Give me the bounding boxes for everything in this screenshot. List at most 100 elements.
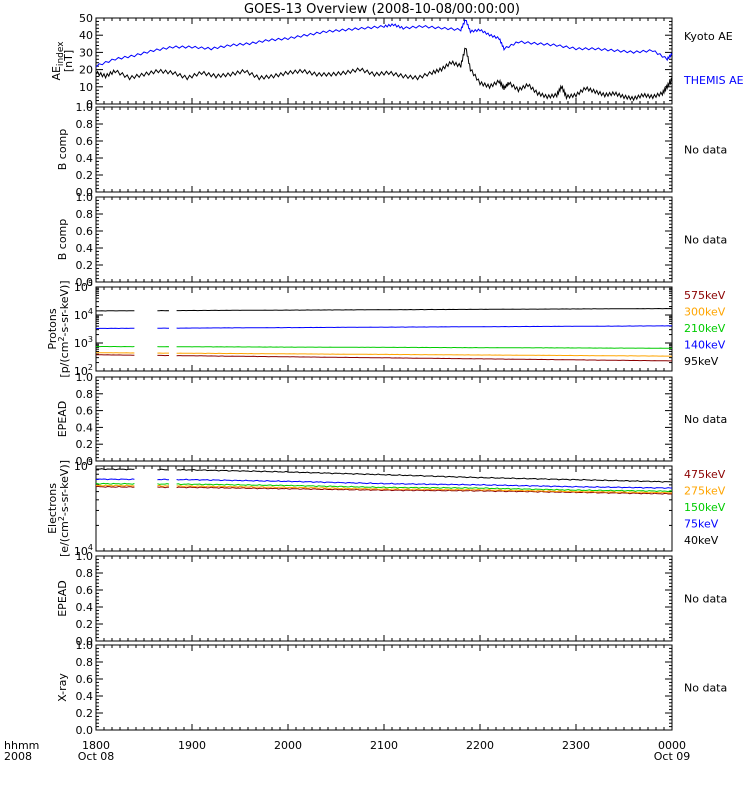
- no-data-label: No data: [684, 593, 727, 606]
- y-tick-label: 0.0: [76, 186, 94, 199]
- series-line-95keV: [96, 307, 673, 312]
- panel-bcomp2: 0.0 0.2 0.4 0.6 0.8 1.0 B comp No data: [56, 191, 727, 289]
- figure-title: GOES-13 Overview (2008-10-08/00:00:00): [244, 2, 520, 17]
- y-tick-label: 0.0: [76, 635, 94, 648]
- y-axis-label: EPEAD: [56, 580, 69, 617]
- panel-bcomp1: 0.0 0.2 0.4 0.6 0.8 1.0 B comp No data: [56, 101, 727, 199]
- y-axis-unit: [p/(cm2-s-sr-keV)]: [57, 280, 71, 377]
- no-data-label: No data: [684, 234, 727, 247]
- y-tick-label: 40: [79, 29, 93, 42]
- legend-label: 475keV: [684, 468, 726, 481]
- y-axis-label: X-ray: [56, 673, 69, 702]
- legend-label: 95keV: [684, 355, 719, 368]
- time-axis-row1-label: hhmm: [4, 739, 39, 752]
- no-data-label: No data: [684, 144, 727, 157]
- panel-epead1: 0.0 0.2 0.4 0.6 0.8 1.0 EPEAD No data: [56, 371, 727, 468]
- series-line-300keV: [96, 352, 673, 357]
- legend-label: 300keV: [684, 306, 726, 319]
- series-line-40keV: [95, 468, 673, 483]
- panel-xray: 1800 1900 2000 2100 2200 2300 0000 0.0 0.2 0.4 0.6…: [56, 639, 727, 752]
- series-line-Kyoto-AE: [95, 47, 673, 102]
- panel-frame: [95, 106, 673, 193]
- series-line-THEMIS-AE: [95, 19, 673, 68]
- y-tick-label: 0.4: [76, 690, 94, 703]
- time-axis-end-date: Oct 09: [654, 750, 691, 763]
- y-tick-label: 0.6: [76, 405, 94, 418]
- panel-frame: [95, 465, 673, 552]
- y-tick-label: 105: [74, 458, 93, 473]
- legend-label: 150keV: [684, 501, 726, 514]
- series-line-275keV: [95, 484, 673, 494]
- y-axis-label: Protons: [46, 308, 59, 349]
- panel-frame: [95, 196, 673, 283]
- y-axis-unit: [nT]: [62, 50, 75, 72]
- y-tick-label: 0.4: [76, 421, 94, 434]
- y-axis-label: AEindex: [50, 41, 66, 81]
- x-tick-label: 2100: [370, 739, 398, 752]
- x-tick-label: 2200: [466, 739, 494, 752]
- panel-frame: [95, 644, 673, 731]
- y-tick-label: 104: [74, 307, 93, 322]
- y-tick-label: 0.6: [76, 225, 94, 238]
- y-tick-label: 103: [74, 335, 93, 350]
- y-axis-label: B comp: [56, 219, 69, 261]
- y-tick-label: 0.6: [76, 584, 94, 597]
- legend-label: 210keV: [684, 322, 726, 335]
- panel-electrons: 104 105 475keV 275keV 150keV 75keV 40keV Electr…: [46, 458, 726, 558]
- y-tick-label: 10: [79, 81, 93, 94]
- legend-label: 575keV: [684, 289, 726, 302]
- y-tick-label: 0.2: [76, 438, 94, 451]
- y-tick-label: 1.0: [76, 371, 94, 384]
- series-line-75keV: [96, 478, 672, 489]
- panel-frame: [95, 286, 673, 372]
- y-tick-label: 0.6: [76, 135, 94, 148]
- x-tick-label: 1800: [82, 739, 110, 752]
- y-tick-label: 0: [86, 98, 93, 111]
- time-axis-start-date: Oct 08: [78, 750, 115, 763]
- y-tick-label: 1.0: [76, 639, 94, 652]
- y-tick-label: 0.4: [76, 152, 94, 165]
- panel-frame: [95, 17, 673, 105]
- legend-label: 140keV: [684, 339, 726, 352]
- legend-label: THEMIS AE: [683, 74, 744, 87]
- no-data-label: No data: [684, 413, 727, 426]
- y-tick-label: 104: [74, 543, 93, 558]
- y-tick-label: 0.6: [76, 673, 94, 686]
- panel-frame: [95, 555, 673, 642]
- y-tick-label: 0.8: [76, 567, 94, 580]
- x-tick-label: 2300: [562, 739, 590, 752]
- series-line-140keV: [96, 325, 673, 330]
- y-axis-label: B comp: [56, 129, 69, 171]
- y-tick-label: 102: [74, 363, 93, 378]
- y-tick-label: 1.0: [76, 101, 94, 114]
- y-tick-label: 50: [79, 12, 93, 25]
- legend-label: 75keV: [684, 518, 719, 531]
- y-tick-label: 0.2: [76, 169, 94, 182]
- y-tick-label: 0.8: [76, 208, 94, 221]
- y-tick-label: 0.8: [76, 388, 94, 401]
- series-line-575keV: [95, 354, 672, 362]
- y-tick-label: 0.0: [76, 455, 94, 468]
- y-tick-label: 0.2: [76, 707, 94, 720]
- y-tick-label: 0.0: [76, 276, 94, 289]
- series-line-150keV: [95, 482, 673, 493]
- panel-epead2: 0.0 0.2 0.4 0.6 0.8 1.0 EPEAD No data: [56, 550, 727, 648]
- panel-ae: 0 10 20 30 40 50 Kyoto AE THEMIS AE AEindex[nT]: [50, 12, 744, 111]
- panel-protons: 102 103 104 105 575keV 300keV 210keV 140keV 95ke…: [46, 279, 726, 378]
- panel-frame: [95, 376, 673, 462]
- y-axis-unit: [e/(cm2-s-sr-keV)]: [57, 460, 71, 557]
- series-line-210keV: [96, 345, 672, 349]
- y-tick-label: 0.2: [76, 618, 94, 631]
- y-axis-label: EPEAD: [56, 401, 69, 438]
- time-axis: hhmm 2008 Oct 08 Oct 09: [4, 739, 690, 763]
- y-tick-label: 0.0: [76, 724, 94, 737]
- y-tick-label: 30: [79, 46, 93, 59]
- legend-label: Kyoto AE: [684, 30, 733, 43]
- x-tick-label: 0000: [658, 739, 686, 752]
- x-tick-label: 2000: [274, 739, 302, 752]
- legend-label: 40keV: [684, 534, 719, 547]
- y-tick-label: 0.8: [76, 656, 94, 669]
- y-tick-label: 0.8: [76, 118, 94, 131]
